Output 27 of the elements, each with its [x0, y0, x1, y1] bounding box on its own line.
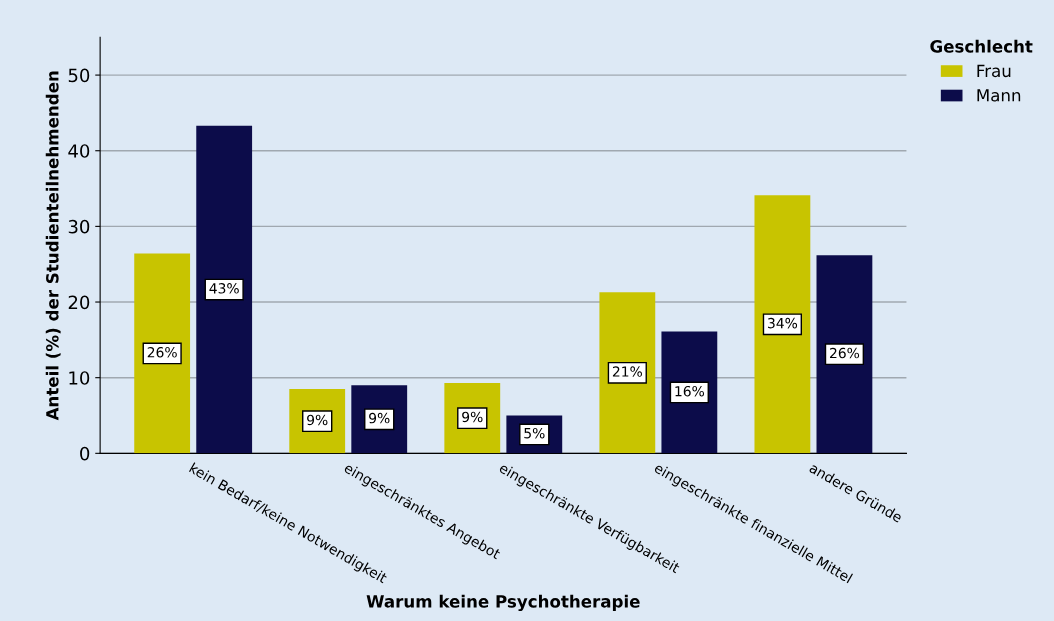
- data-label: 34%: [768, 317, 798, 329]
- legend-label: Frau: [977, 64, 1011, 78]
- data-label: 16%: [675, 385, 705, 397]
- x-axis-title: Warum keine Psychotherapie: [366, 594, 640, 612]
- data-label: 21%: [612, 366, 642, 377]
- data-label: 26%: [830, 347, 860, 359]
- y-tick-label: 0: [80, 446, 90, 461]
- bar: [816, 255, 873, 454]
- bar: [134, 253, 191, 454]
- y-tick-label: 10: [69, 371, 90, 385]
- y-axis-title: Anteil (%) der Studienteilnehmenden: [45, 71, 61, 421]
- y-tick-label: 30: [68, 219, 90, 234]
- data-label: 26%: [147, 347, 177, 358]
- data-label: 9%: [369, 412, 390, 424]
- data-label: 9%: [307, 414, 328, 426]
- y-tick-label: 20: [68, 295, 90, 310]
- legend-label: Mann: [977, 89, 1021, 102]
- bar: [661, 331, 718, 454]
- y-tick-label: 40: [68, 144, 90, 158]
- y-tick-label: 50: [68, 68, 90, 83]
- legend-title: Geschlecht: [930, 39, 1033, 53]
- bar: [754, 195, 811, 454]
- data-label: 5%: [524, 427, 545, 439]
- bar: [599, 292, 656, 454]
- data-label: 9%: [462, 411, 483, 423]
- data-label: 43%: [209, 283, 239, 294]
- bar: [196, 125, 253, 454]
